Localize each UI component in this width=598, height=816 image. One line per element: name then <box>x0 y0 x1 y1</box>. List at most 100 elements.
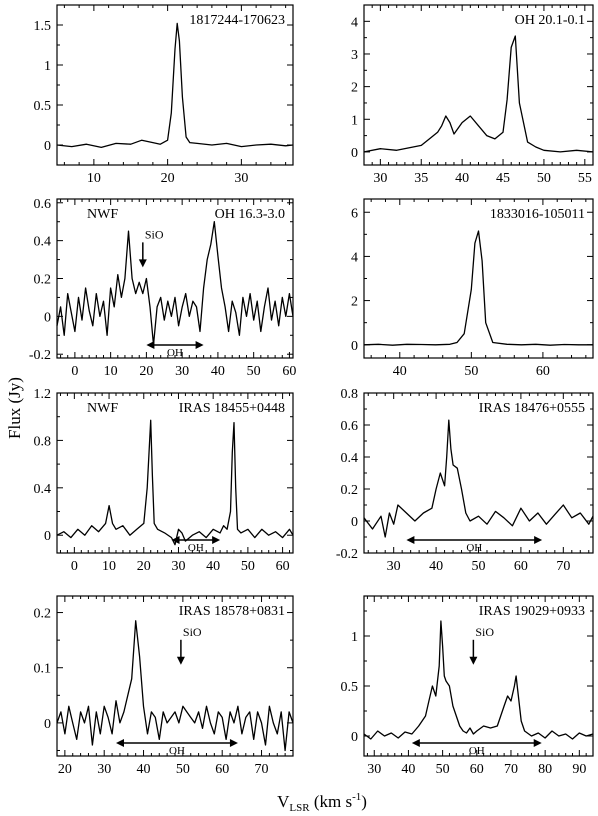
panel-title: 1833016-105011 <box>490 207 585 222</box>
x-tick-label: 10 <box>104 364 118 379</box>
y-tick-label: 4 <box>351 250 358 265</box>
x-tick-label: 20 <box>139 364 153 379</box>
y-tick-label: 0 <box>44 717 51 732</box>
spectrum-line <box>56 221 294 346</box>
sio-arrow-head <box>469 656 478 665</box>
panel-8: 30 40 50 60 70 80 90 0 0.5 1 IRAS 19029+0933 SiO OH <box>341 595 594 777</box>
oh-label: OH <box>469 745 485 757</box>
sio-label: SiO <box>145 227 164 241</box>
x-tick-label: 60 <box>536 364 550 379</box>
y-tick-label: 2 <box>351 81 358 96</box>
x-tick-label: 40 <box>429 559 443 574</box>
x-tick-label: 50 <box>537 171 551 186</box>
y-tick-label: 3 <box>351 48 358 63</box>
x-tick-label: 40 <box>393 364 407 379</box>
y-tick-label: 0.2 <box>34 273 52 288</box>
sio-label: SiO <box>183 625 202 639</box>
x-tick-label: 30 <box>373 171 387 186</box>
x-axis-label: VLSR (km s-1) <box>277 791 367 814</box>
x-tick-label: 40 <box>211 364 225 379</box>
x-tick-label: 30 <box>367 762 381 777</box>
sio-label: SiO <box>475 625 494 639</box>
oh-arrow-right <box>212 536 221 544</box>
panel-tag: NWF <box>87 207 118 222</box>
oh-arrow-right <box>229 739 238 747</box>
oh-arrow-left <box>171 536 180 544</box>
y-tick-label: 0 <box>351 515 358 530</box>
y-tick-label: 0.2 <box>34 607 52 622</box>
panel-frame <box>363 392 594 554</box>
oh-arrow-right <box>195 341 204 349</box>
y-axis-label: Flux (Jy) <box>5 377 24 439</box>
oh-label: OH <box>188 542 204 554</box>
panel-frame <box>56 4 294 166</box>
oh-arrow-left <box>411 739 420 747</box>
x-tick-label: 60 <box>215 762 229 777</box>
oh-label: OH <box>169 745 185 757</box>
sio-arrow-head <box>176 656 185 665</box>
y-tick-label: 0 <box>44 529 51 544</box>
panel-5: 0 10 20 30 40 50 60 0 0.4 0.8 1.2 IRAS 18455+0448 NW… <box>34 387 294 574</box>
x-tick-label: 30 <box>175 364 189 379</box>
x-tick-label: 40 <box>401 762 415 777</box>
panel-6: 30 40 50 60 70 -0.2 0 0.2 0.4 0.6 0.8 IRAS 18476+05… <box>336 387 594 574</box>
panel-title: 1817244-170623 <box>189 13 285 28</box>
x-tick-label: 50 <box>472 559 486 574</box>
x-tick-label: 60 <box>282 364 296 379</box>
x-tick-label: 10 <box>102 559 116 574</box>
spectrum-line <box>363 419 594 538</box>
x-tick-label: 55 <box>578 171 592 186</box>
y-tick-label: 0.4 <box>341 451 359 466</box>
y-tick-label: 0.6 <box>34 197 52 212</box>
x-tick-label: 40 <box>455 171 469 186</box>
x-tick-label: 70 <box>556 559 570 574</box>
y-tick-label: -0.2 <box>336 547 358 562</box>
panel-4: 40 50 60 0 2 4 6 1833016-105011 <box>351 198 594 379</box>
x-tick-label: 60 <box>514 559 528 574</box>
oh-arrow-left <box>116 739 124 747</box>
x-tick-label: 70 <box>255 762 269 777</box>
x-tick-label: 80 <box>538 762 552 777</box>
x-tick-label: 0 <box>71 364 78 379</box>
spectrum-line <box>56 22 294 149</box>
y-tick-label: 0.6 <box>341 419 359 434</box>
x-tick-label: 10 <box>87 171 101 186</box>
x-tick-label: 20 <box>137 559 151 574</box>
oh-arrow-right <box>533 739 542 747</box>
y-tick-label: 1.2 <box>34 387 52 402</box>
panel-title: OH 20.1-0.1 <box>515 13 585 28</box>
y-tick-label: 1.5 <box>34 19 52 34</box>
panel-7: 20 30 40 50 60 70 0 0.1 0.2 IRAS 18578+0831 SiO OH <box>34 595 294 777</box>
x-tick-label: 30 <box>97 762 111 777</box>
x-tick-label: 50 <box>241 559 255 574</box>
spectrum-line <box>56 620 294 752</box>
oh-arrow-left <box>146 341 155 349</box>
panel-title: IRAS 18578+0831 <box>179 604 285 619</box>
oh-label: OH <box>466 542 482 554</box>
x-tick-label: 35 <box>414 171 428 186</box>
y-tick-label: 0.5 <box>341 680 359 695</box>
panel-frame <box>363 595 594 757</box>
panel-title: IRAS 19029+0933 <box>479 604 585 619</box>
panel-frame <box>56 198 294 359</box>
x-tick-label: 40 <box>206 559 220 574</box>
x-tick-label: 20 <box>58 762 72 777</box>
x-tick-label: 50 <box>176 762 190 777</box>
y-tick-label: 0.2 <box>341 483 359 498</box>
panel-1: 10 20 30 0 0.5 1 1.5 1817244-170623 <box>34 4 294 186</box>
y-tick-label: 0.8 <box>34 434 52 449</box>
y-tick-label: 0 <box>351 730 358 745</box>
y-tick-label: 0.5 <box>34 99 52 114</box>
x-tick-label: 50 <box>247 364 261 379</box>
y-tick-label: 6 <box>351 206 358 221</box>
y-tick-label: -0.2 <box>29 348 51 363</box>
x-tick-label: 45 <box>496 171 510 186</box>
y-tick-label: 2 <box>351 295 358 310</box>
spectrum-line <box>56 419 294 546</box>
y-tick-label: 1 <box>351 113 358 128</box>
panel-frame <box>56 392 294 554</box>
oh-label: OH <box>167 347 183 359</box>
x-tick-label: 20 <box>161 171 175 186</box>
